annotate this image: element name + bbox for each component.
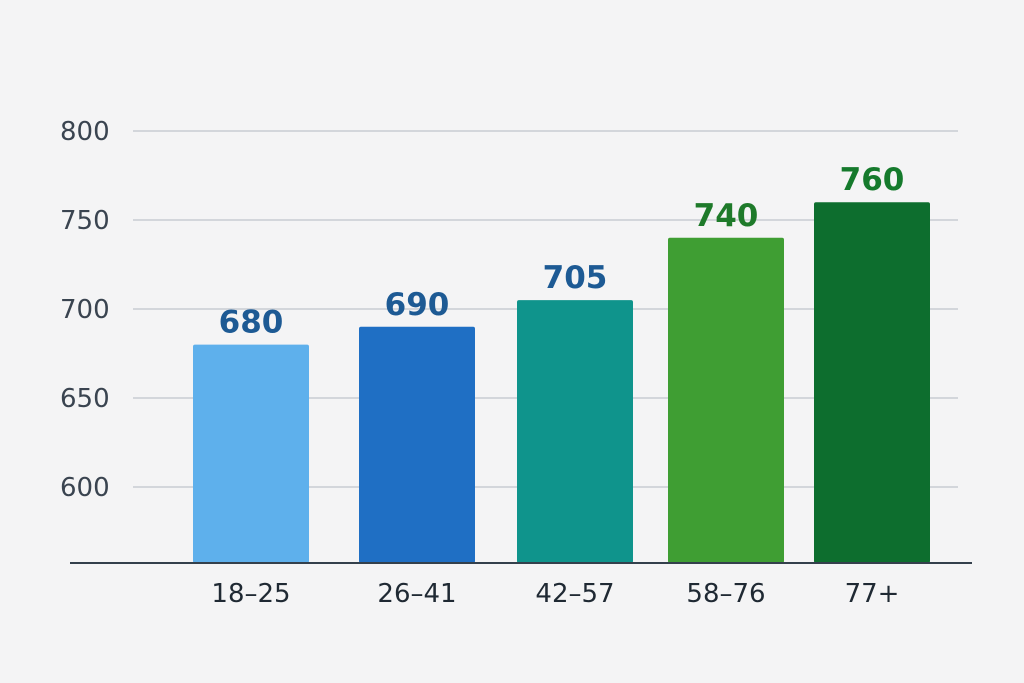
x-axis-category-labels: 18–25 26–41 42–57 58–76 77+ — [211, 579, 899, 609]
x-category-label: 42–57 — [535, 579, 614, 609]
x-category-label: 58–76 — [686, 579, 765, 609]
bar-value-label: 760 — [840, 162, 905, 198]
y-tick-label: 650 — [60, 384, 110, 414]
bar-3 — [517, 300, 633, 563]
y-axis-tick-labels: 600 650 700 750 800 — [60, 117, 110, 503]
y-tick-label: 750 — [60, 206, 110, 236]
bar-value-label: 740 — [694, 198, 759, 234]
bars — [193, 202, 930, 564]
bar-1 — [193, 344, 309, 563]
y-tick-label: 700 — [60, 295, 110, 325]
bar-value-label: 690 — [385, 287, 450, 323]
bar-value-label: 705 — [543, 260, 608, 296]
bar-5 — [814, 202, 930, 563]
bar-value-label: 680 — [219, 305, 284, 341]
y-tick-label: 600 — [60, 473, 110, 503]
x-category-label: 77+ — [845, 579, 900, 609]
x-category-label: 26–41 — [377, 579, 456, 609]
bar-4 — [668, 237, 784, 564]
y-tick-label: 800 — [60, 117, 110, 147]
x-category-label: 18–25 — [211, 579, 290, 609]
bar-value-labels: 680 690 705 740 760 — [219, 162, 905, 340]
bar-2 — [359, 326, 475, 563]
